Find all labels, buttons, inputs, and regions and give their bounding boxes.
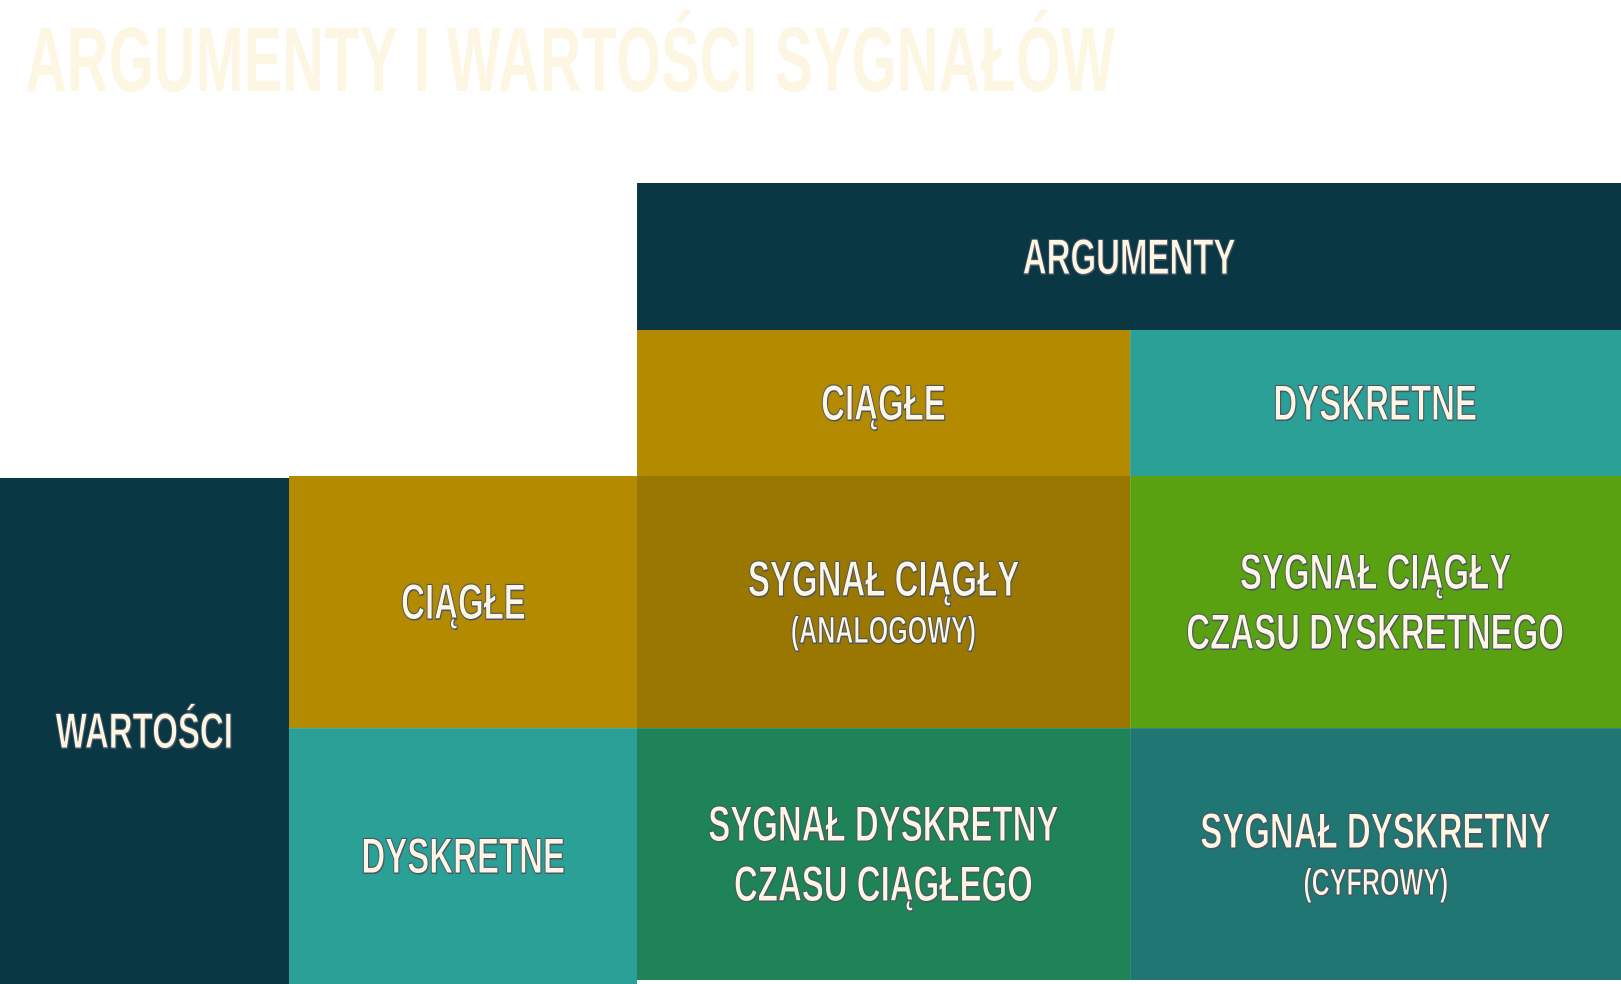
cell-discrete-args-continuous-values: SYGNAŁ CIĄGŁY CZASU DYSKRETNEGO: [1130, 476, 1621, 728]
cell-dd-line2: (CYFROWY): [1303, 862, 1449, 905]
grid-divider-vertical: [1130, 330, 1131, 980]
values-discrete-header: DYSKRETNE: [289, 728, 637, 984]
cell-dd-line1: SYGNAŁ DYSKRETNY: [1200, 803, 1551, 860]
arguments-continuous-label: CIĄGŁE: [821, 375, 946, 432]
arguments-discrete-header: DYSKRETNE: [1130, 330, 1621, 476]
cell-cc-line2: (ANALOGOWY): [790, 610, 977, 653]
cell-cd-line1: SYGNAŁ DYSKRETNY: [708, 796, 1059, 853]
cell-continuous-continuous: SYGNAŁ CIĄGŁY (ANALOGOWY): [637, 476, 1130, 728]
values-continuous-label: CIĄGŁE: [400, 574, 526, 631]
cell-continuous-args-discrete-values: SYGNAŁ DYSKRETNY CZASU CIĄGŁEGO: [637, 728, 1130, 980]
arguments-continuous-header: CIĄGŁE: [637, 330, 1130, 476]
values-continuous-header: CIĄGŁE: [289, 476, 637, 728]
diagram-title: ARGUMENTY I WARTOŚCI SYGNAŁÓW: [25, 9, 1116, 111]
arguments-header-label: ARGUMENTY: [1022, 228, 1236, 285]
values-header-label: WARTOŚCI: [55, 703, 234, 760]
values-discrete-label: DYSKRETNE: [361, 828, 565, 885]
values-header: WARTOŚCI: [0, 478, 289, 984]
cell-dc-line2: CZASU DYSKRETNEGO: [1186, 604, 1565, 661]
arguments-discrete-label: DYSKRETNE: [1273, 375, 1478, 432]
cell-dc-line1: SYGNAŁ CIĄGŁY: [1239, 544, 1512, 601]
cell-discrete-discrete: SYGNAŁ DYSKRETNY (CYFROWY): [1130, 728, 1621, 980]
cell-cd-line2: CZASU CIĄGŁEGO: [734, 856, 1034, 913]
grid-divider-horizontal: [289, 728, 1621, 729]
arguments-header: ARGUMENTY: [637, 183, 1621, 330]
cell-cc-line1: SYGNAŁ CIĄGŁY: [747, 551, 1020, 608]
